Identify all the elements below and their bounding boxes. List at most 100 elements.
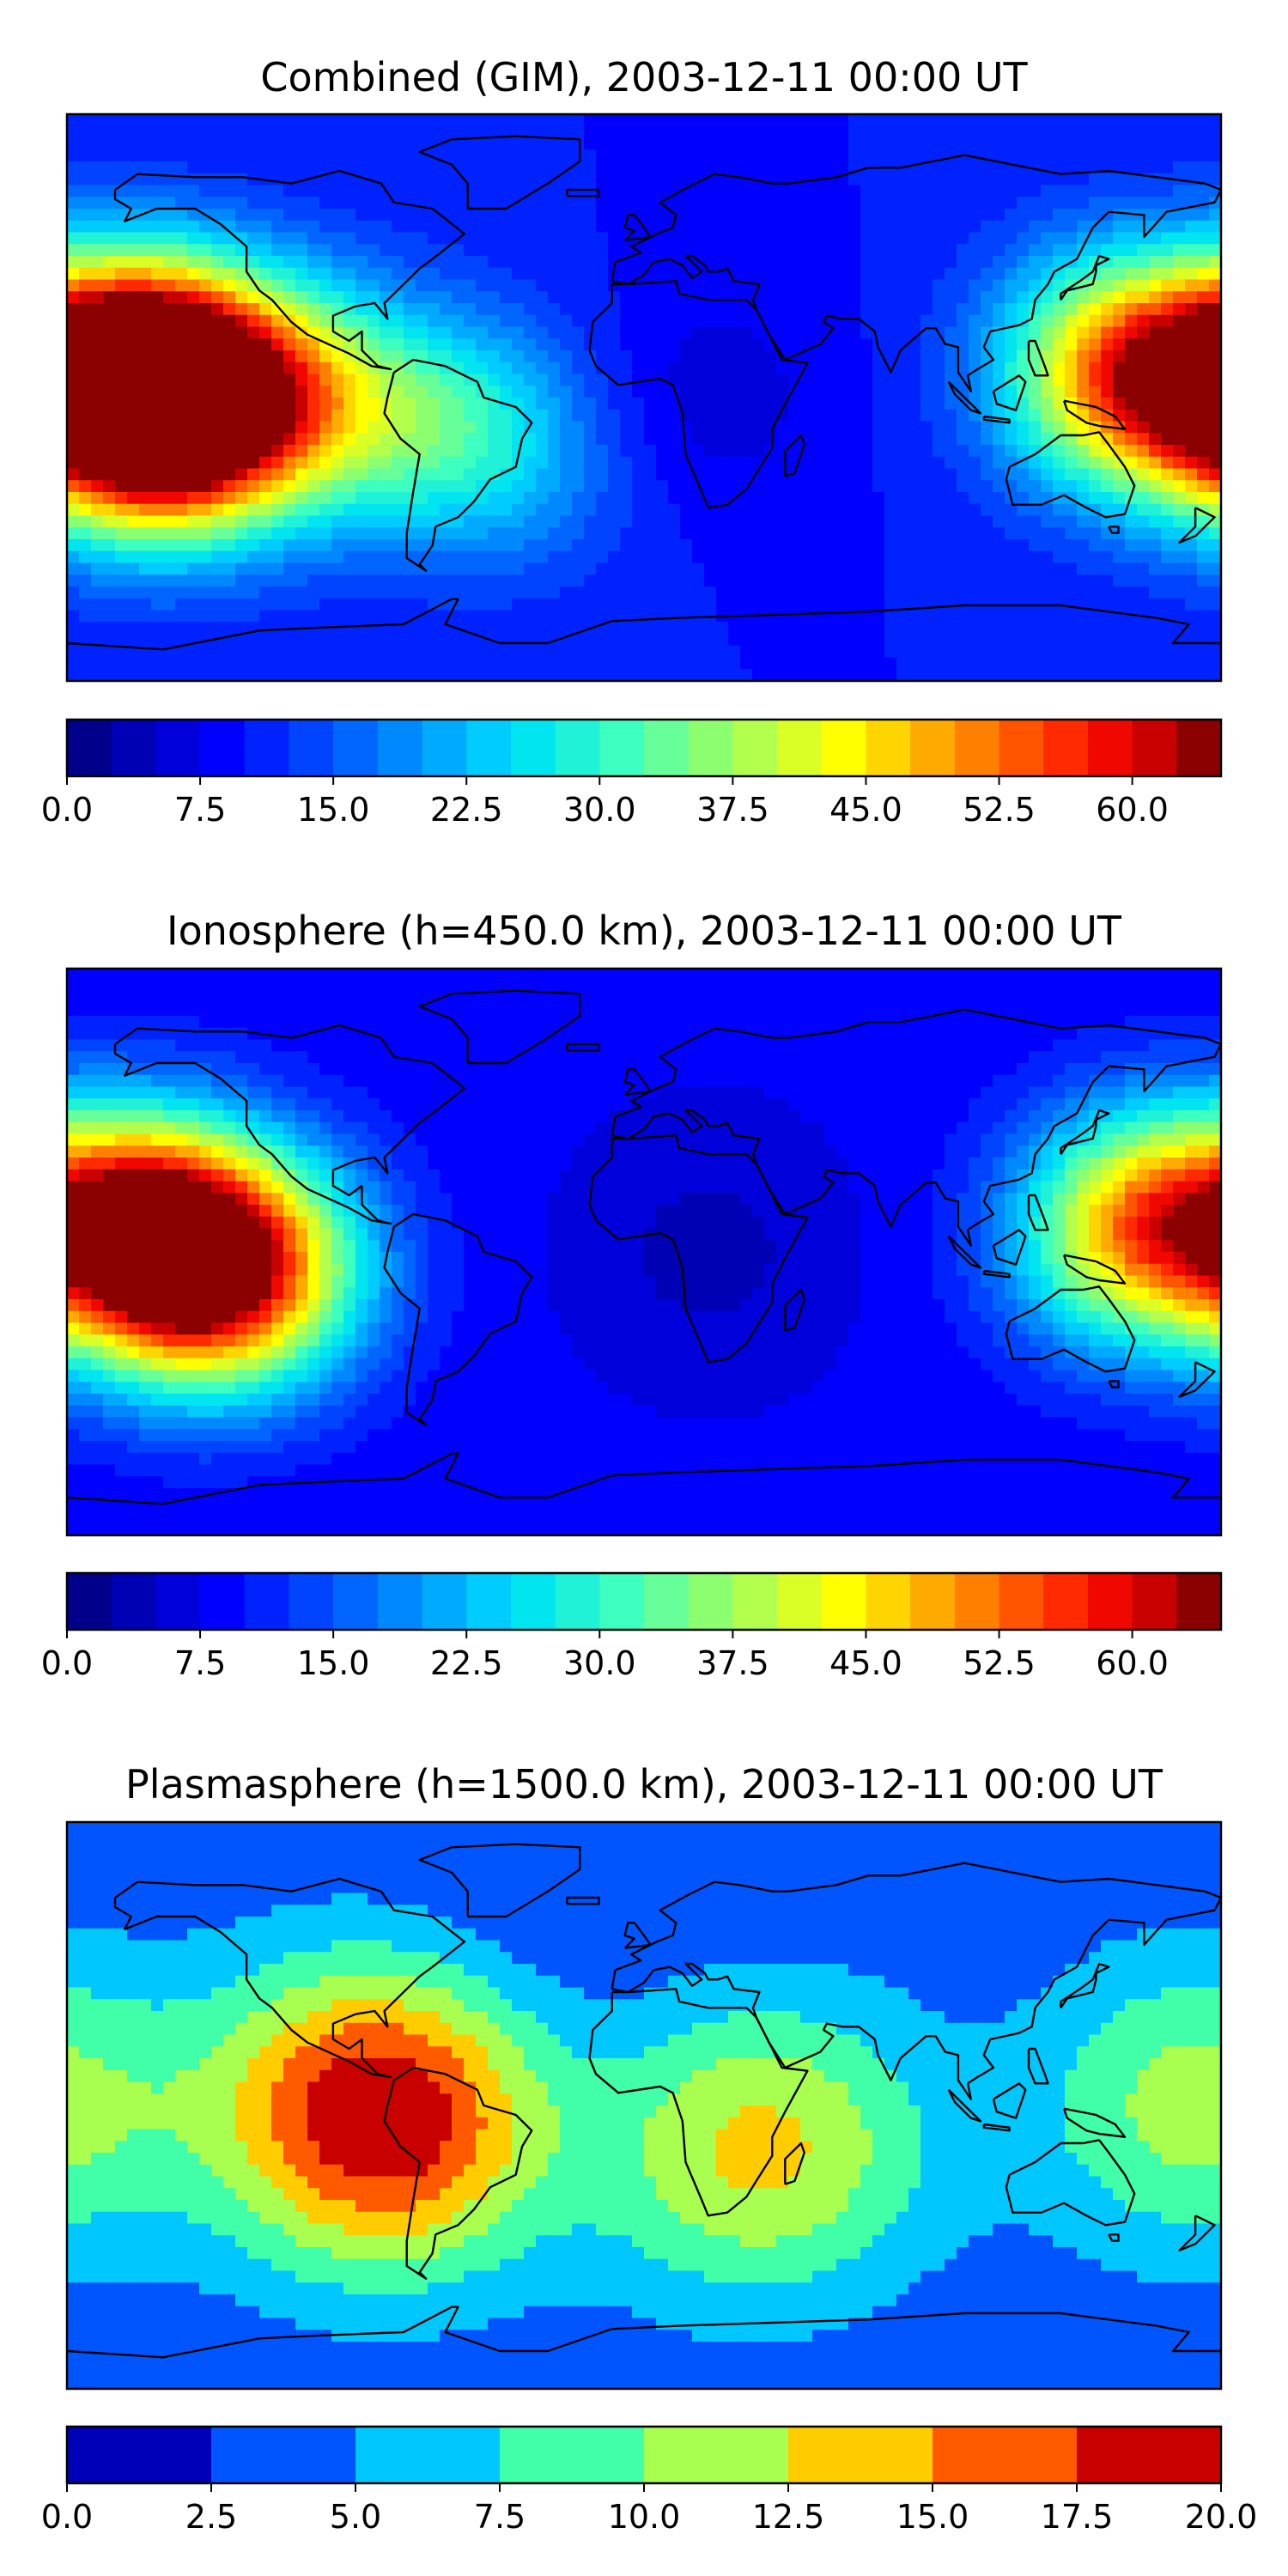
- heatmap-cell: [584, 256, 597, 269]
- heatmap-cell: [343, 125, 356, 139]
- heatmap-cell: [1101, 267, 1114, 281]
- heatmap-cell: [860, 220, 873, 234]
- heatmap-cell: [981, 433, 993, 446]
- heatmap-cell: [704, 992, 717, 1005]
- heatmap-cell: [836, 456, 849, 470]
- heatmap-cell: [247, 515, 260, 528]
- heatmap-cell: [187, 197, 200, 210]
- heatmap-cell: [343, 338, 356, 351]
- heatmap-cell: [560, 515, 573, 528]
- heatmap-cell: [368, 492, 380, 505]
- heatmap-cell: [1209, 256, 1222, 269]
- heatmap-cell: [211, 244, 224, 257]
- heatmap-cell: [548, 480, 561, 493]
- heatmap-cell: [668, 657, 681, 670]
- heatmap-cell: [428, 550, 440, 564]
- heatmap-cell: [812, 161, 825, 174]
- heatmap-cell: [1101, 586, 1114, 599]
- heatmap-cell: [115, 492, 128, 505]
- heatmap-cell: [620, 279, 633, 292]
- heatmap-cell: [908, 503, 921, 517]
- heatmap-cell: [1185, 161, 1198, 174]
- heatmap-cell: [692, 992, 705, 1005]
- heatmap-cell: [283, 480, 296, 493]
- heatmap-cell: [969, 515, 981, 528]
- heatmap-cell: [259, 468, 272, 481]
- heatmap-cell: [740, 539, 753, 552]
- heatmap-cell: [584, 161, 597, 174]
- heatmap-cell: [1077, 185, 1090, 197]
- heatmap-cell: [115, 645, 128, 659]
- heatmap-cell: [536, 232, 549, 245]
- heatmap-cell: [488, 386, 501, 398]
- heatmap-cell: [464, 539, 477, 552]
- heatmap-cell: [884, 622, 897, 635]
- heatmap-cell: [1077, 456, 1090, 470]
- heatmap-cell: [680, 421, 693, 434]
- heatmap-cell: [812, 539, 825, 552]
- heatmap-cell: [355, 562, 368, 575]
- heatmap-cell: [319, 515, 332, 528]
- heatmap-cell: [115, 445, 128, 458]
- heatmap-cell: [283, 645, 296, 659]
- heatmap-cell: [139, 468, 152, 481]
- heatmap-cell: [175, 574, 188, 587]
- heatmap-cell: [632, 173, 645, 186]
- heatmap-cell: [704, 445, 717, 458]
- heatmap-cell: [223, 173, 236, 186]
- heatmap-cell: [1053, 232, 1066, 245]
- heatmap-cell: [524, 338, 537, 351]
- heatmap-cell: [163, 114, 176, 127]
- heatmap-cell: [908, 421, 921, 434]
- heatmap-cell: [151, 980, 164, 993]
- heatmap-cell: [416, 398, 428, 410]
- heatmap-cell: [1089, 326, 1102, 339]
- heatmap-cell: [1101, 992, 1114, 1005]
- heatmap-cell: [1077, 515, 1090, 528]
- heatmap-cell: [1197, 980, 1210, 993]
- heatmap-cell: [307, 374, 320, 386]
- heatmap-cell: [1077, 173, 1090, 186]
- heatmap-cell: [127, 398, 140, 410]
- heatmap-cell: [1113, 125, 1126, 139]
- heatmap-cell: [764, 185, 777, 197]
- heatmap-cell: [656, 433, 669, 446]
- heatmap-cell: [596, 669, 609, 682]
- heatmap-cell: [548, 185, 561, 197]
- heatmap-cell: [788, 232, 801, 245]
- heatmap-cell: [223, 562, 236, 575]
- heatmap-cell: [560, 562, 573, 575]
- colorbar-swatch: [999, 720, 1044, 776]
- heatmap-cell: [908, 256, 921, 269]
- heatmap-cell: [1137, 338, 1150, 351]
- heatmap-cell: [993, 220, 1005, 234]
- heatmap-cell: [728, 503, 741, 517]
- heatmap-cell: [452, 645, 465, 659]
- heatmap-cell: [969, 338, 981, 351]
- heatmap-cell: [1161, 125, 1174, 139]
- heatmap-cell: [1197, 350, 1210, 363]
- heatmap-cell: [872, 456, 885, 470]
- heatmap-cell: [1041, 622, 1054, 635]
- heatmap-cell: [187, 1004, 200, 1017]
- heatmap-cell: [933, 232, 945, 245]
- heatmap-cell: [1161, 445, 1174, 458]
- heatmap-cell: [656, 185, 669, 197]
- heatmap-cell: [127, 598, 140, 611]
- heatmap-cell: [103, 173, 116, 186]
- heatmap-cell: [187, 361, 200, 375]
- heatmap-cell: [1209, 421, 1222, 434]
- heatmap-cell: [572, 114, 585, 127]
- heatmap-cell: [584, 562, 597, 575]
- heatmap-cell: [764, 220, 777, 234]
- heatmap-cell: [620, 125, 633, 139]
- heatmap-cell: [1125, 539, 1138, 552]
- heatmap-cell: [452, 338, 465, 351]
- heatmap-cell: [416, 669, 428, 682]
- heatmap-cell: [464, 338, 477, 351]
- heatmap-cell: [548, 161, 561, 174]
- heatmap-cell: [680, 574, 693, 587]
- heatmap-cell: [620, 562, 633, 575]
- heatmap-cell: [632, 634, 645, 647]
- heatmap-cell: [163, 515, 176, 528]
